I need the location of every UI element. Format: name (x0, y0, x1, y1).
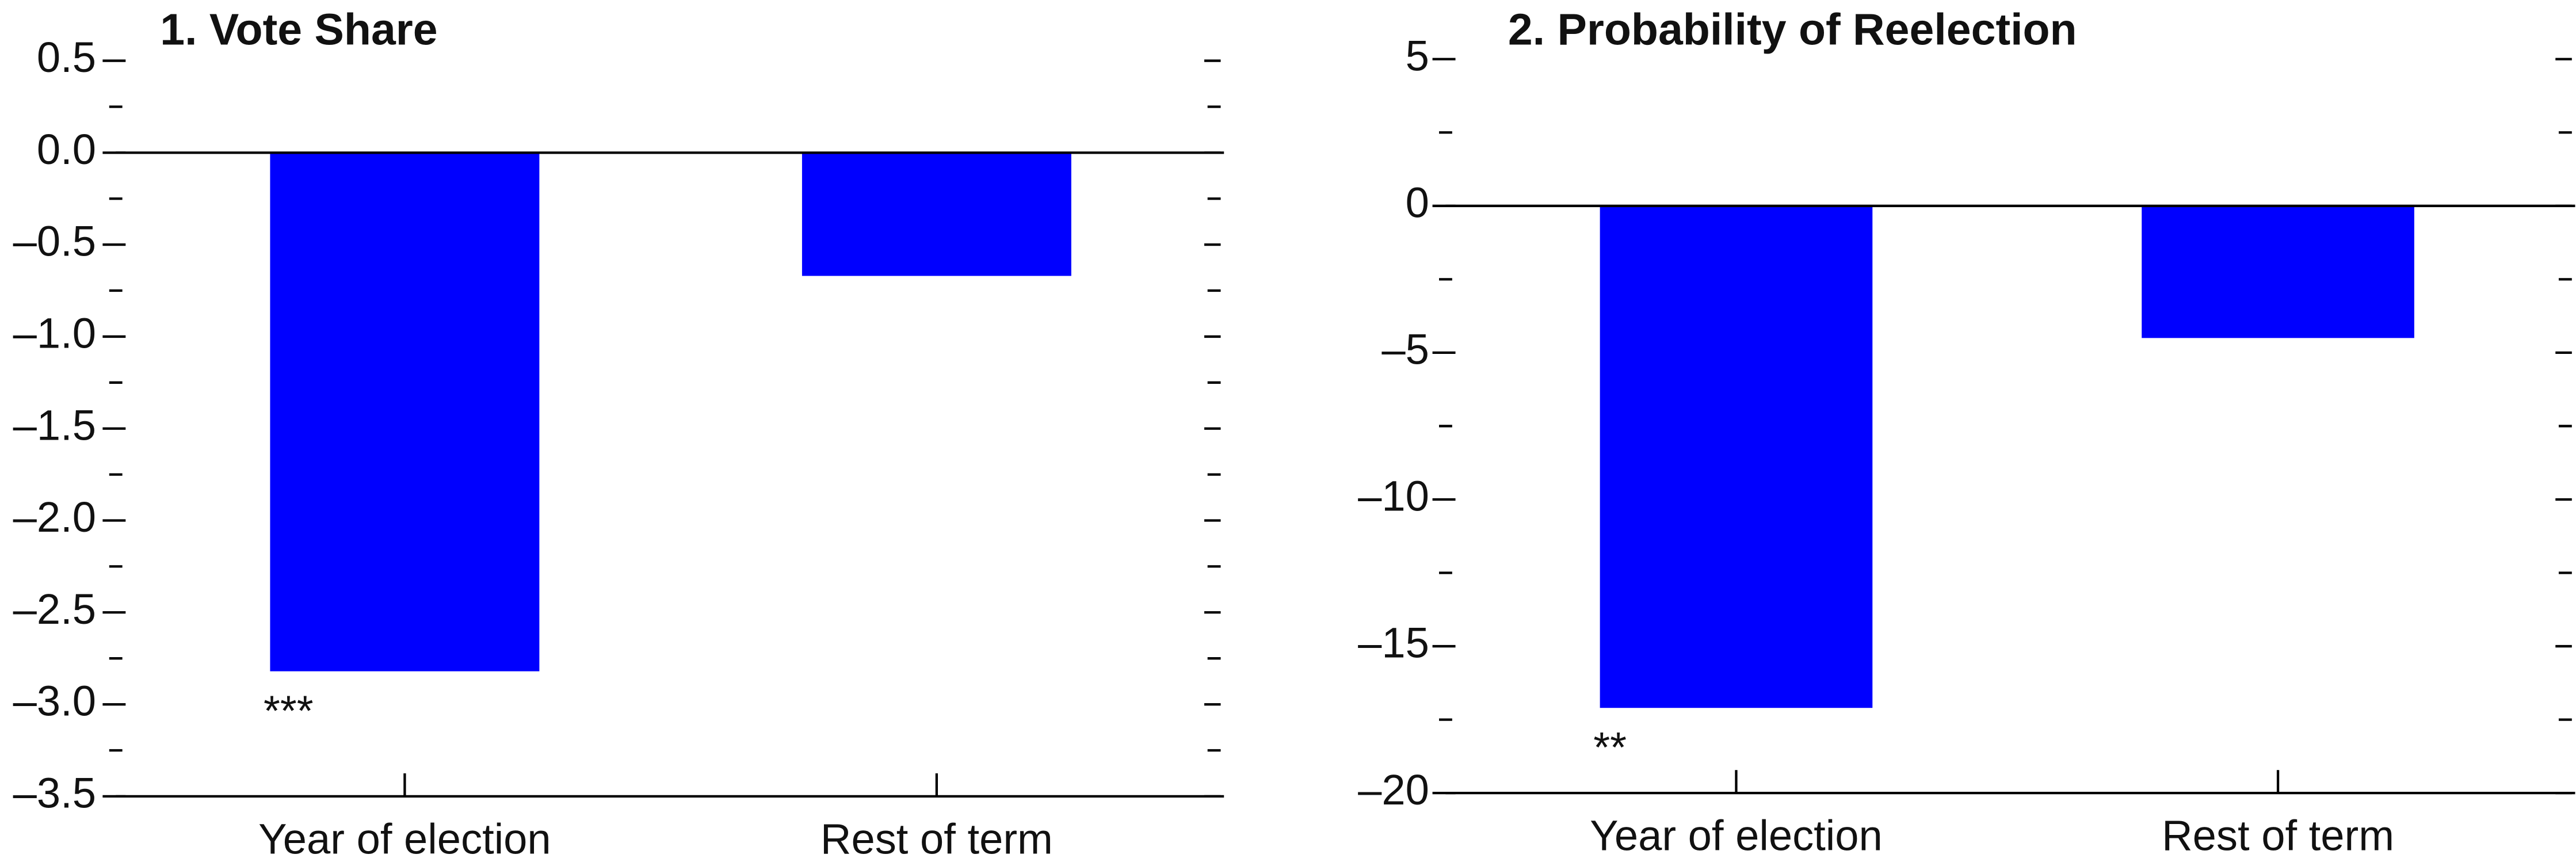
y-tick-label: –3.0 (13, 677, 96, 725)
y-tick-label: –2.0 (13, 493, 96, 541)
y-tick-label: 0.0 (37, 125, 96, 173)
y-tick-label: –15 (1358, 619, 1429, 667)
y-tick-label: –2.5 (13, 585, 96, 633)
y-tick-label: –5 (1382, 325, 1429, 373)
x-tick-label: Year of election (258, 815, 551, 862)
y-tick-label: –10 (1358, 472, 1429, 520)
chart-title: 2. Probability of Reelection (1508, 5, 2077, 54)
significance-label: *** (264, 686, 314, 734)
bar (270, 152, 540, 672)
bar (1600, 205, 1873, 708)
y-tick-label: –0.5 (13, 218, 96, 265)
y-tick-label: –20 (1358, 766, 1429, 814)
bar (802, 152, 1071, 276)
y-tick-label: 0 (1406, 178, 1429, 226)
y-tick-label: –1.5 (13, 401, 96, 449)
y-tick-label: –3.5 (13, 769, 96, 817)
significance-label: ** (1593, 723, 1627, 771)
x-tick-label: Rest of term (820, 815, 1053, 862)
x-tick-label: Year of election (1590, 812, 1883, 860)
y-tick-label: 5 (1406, 32, 1429, 79)
y-tick-label: 0.5 (37, 33, 96, 81)
y-tick-label: –1.0 (13, 310, 96, 357)
x-tick-label: Rest of term (2162, 812, 2394, 860)
chart-title: 1. Vote Share (160, 5, 437, 54)
bar (2142, 205, 2414, 338)
